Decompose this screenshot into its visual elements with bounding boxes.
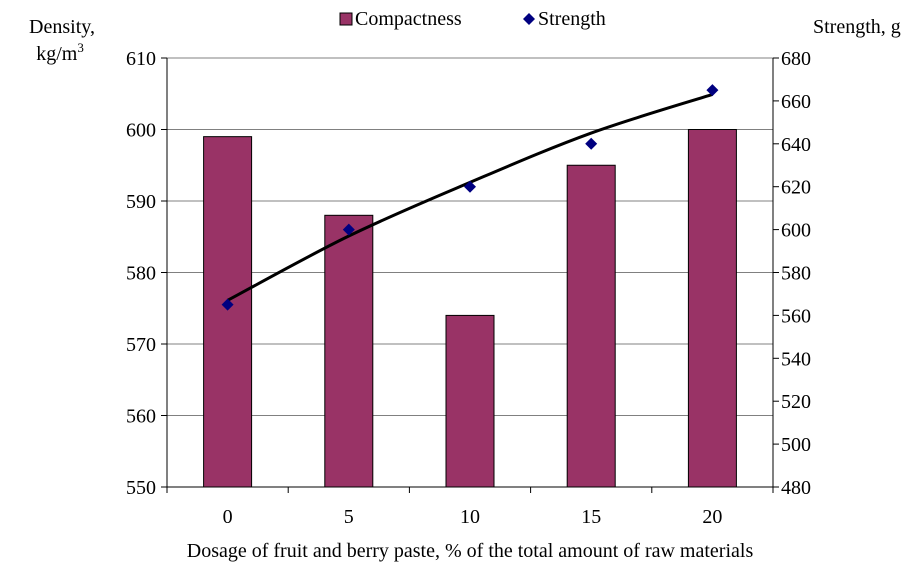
left-tick-label: 590 xyxy=(126,191,156,213)
left-axis-unit-sup: 3 xyxy=(77,40,84,55)
legend-swatch-compactness xyxy=(339,12,353,26)
grid-lines xyxy=(167,57,773,416)
right-tick-label: 580 xyxy=(781,263,811,285)
right-tick-label: 520 xyxy=(781,391,811,413)
left-tick-label: 570 xyxy=(126,334,156,356)
x-tick-label: 20 xyxy=(702,506,722,528)
bars xyxy=(203,129,737,488)
bar-compactness xyxy=(203,136,253,488)
point-strength xyxy=(585,137,598,150)
left-tick-label: 550 xyxy=(126,477,156,499)
left-tick-label: 580 xyxy=(126,263,156,285)
right-tick-label: 620 xyxy=(781,177,811,199)
right-tick-label: 660 xyxy=(781,91,811,113)
tick-labels: 5505605705805906006104805005205405605806… xyxy=(126,48,811,528)
bar-compactness xyxy=(445,314,495,488)
trend-curve xyxy=(226,93,713,302)
right-tick-label: 640 xyxy=(781,134,811,156)
legend-marker-strength xyxy=(523,13,535,25)
bar-compactness xyxy=(687,129,737,488)
strength-points xyxy=(221,84,719,311)
bar-compactness xyxy=(324,214,374,488)
x-tick-label: 15 xyxy=(581,506,601,528)
x-axis-title: Dosage of fruit and berry paste, % of th… xyxy=(187,540,754,562)
legend: Compactness Strength xyxy=(339,8,606,30)
axes xyxy=(161,57,779,493)
left-tick-label: 610 xyxy=(126,48,156,70)
right-axis-title: Strength, g xyxy=(813,16,901,38)
right-tick-label: 600 xyxy=(781,220,811,242)
x-tick-label: 5 xyxy=(344,506,354,528)
left-tick-label: 600 xyxy=(126,120,156,142)
legend-label-compactness: Compactness xyxy=(355,8,462,30)
bar-compactness xyxy=(566,164,616,488)
left-tick-label: 560 xyxy=(126,406,156,428)
right-tick-label: 680 xyxy=(781,48,811,70)
left-axis-unit: kg/m3 xyxy=(36,40,84,65)
right-tick-label: 480 xyxy=(781,477,811,499)
right-tick-label: 500 xyxy=(781,434,811,456)
point-strength xyxy=(706,84,719,97)
right-tick-label: 540 xyxy=(781,348,811,370)
point-strength xyxy=(221,298,234,311)
left-axis-unit-base: kg/m xyxy=(36,43,78,65)
point-strength xyxy=(464,180,476,193)
point-strength xyxy=(342,223,355,236)
x-tick-label: 0 xyxy=(223,506,233,528)
right-tick-label: 560 xyxy=(781,305,811,327)
x-tick-label: 10 xyxy=(460,506,480,528)
trendline xyxy=(226,93,713,302)
left-axis-title: Density, xyxy=(29,16,95,38)
legend-label-strength: Strength xyxy=(538,8,606,30)
